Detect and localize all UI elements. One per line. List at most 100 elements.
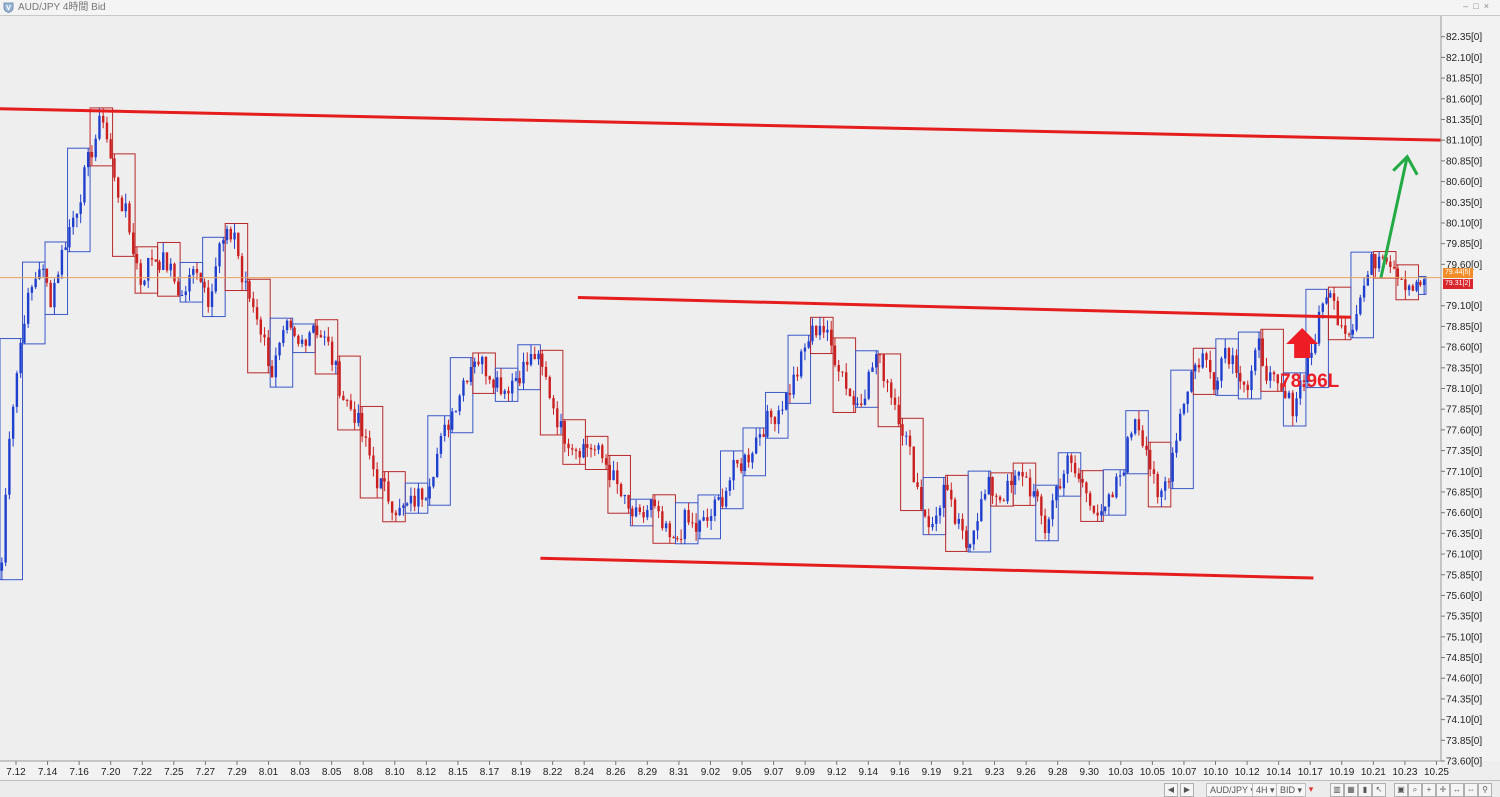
price-tag-bid: 79.31[2] [1443, 279, 1473, 289]
time-axis[interactable] [0, 761, 1441, 780]
chart-type-icon[interactable]: ▥ [1330, 783, 1344, 797]
candle-body [612, 470, 615, 481]
y-tick-label: 74.35[0] [1446, 694, 1482, 705]
price-side-select[interactable]: BID ▾ [1276, 783, 1307, 797]
candle-body [946, 484, 949, 490]
window-controls[interactable]: –□× [1463, 1, 1494, 11]
candle-body [364, 436, 368, 438]
candle-body [398, 507, 401, 516]
scroll-left-icon[interactable]: ◀ [1164, 783, 1178, 797]
y-tick-label: 78.85[0] [1446, 322, 1482, 333]
candle-body [383, 478, 386, 482]
candle-body [285, 320, 289, 331]
candle-body [207, 287, 210, 307]
x-tick-label: 7.12 [6, 767, 26, 778]
symbol-select[interactable]: AUD/JPY ▾ [1206, 783, 1259, 797]
close-icon[interactable]: × [1483, 1, 1494, 11]
candle-body [863, 398, 867, 405]
cursor-icon[interactable]: ↖ [1372, 783, 1386, 797]
candle-body [574, 449, 578, 451]
candle-body [435, 453, 439, 477]
window-titlebar: AUD/JPY 4時間 Bid –□× [0, 0, 1500, 16]
candle-body [1359, 297, 1362, 315]
daily-range-box [1102, 469, 1127, 516]
daily-range-box [539, 349, 564, 436]
chart-toolbar: ◀ ▶ AUD/JPY ▾ 4H ▾ BID ▾ ▾ ▥ ▦ ▮ ↖ ▣ ⌕ +… [0, 780, 1500, 797]
candle-body [1212, 372, 1216, 390]
candle-body [593, 449, 596, 451]
candle-body [75, 213, 79, 218]
zoom-icon[interactable]: ⌕ [1408, 783, 1422, 797]
trendlines[interactable] [0, 107, 1442, 580]
candle-body [357, 413, 360, 423]
candle-body [11, 406, 15, 439]
candle-body [23, 323, 26, 343]
projection-arrowhead [1392, 154, 1419, 176]
candle-body [1291, 392, 1294, 417]
window-title: AUD/JPY 4時間 Bid [18, 2, 106, 13]
save-icon[interactable]: ▣ [1394, 783, 1408, 797]
expand-icon[interactable]: ↔ [1450, 783, 1464, 797]
candle-body [1028, 477, 1032, 497]
candle-body [1265, 365, 1268, 381]
y-tick-label: 73.60[0] [1446, 757, 1482, 768]
range-boxes [0, 107, 1427, 581]
candle-body [113, 158, 116, 178]
y-tick-label: 82.10[0] [1446, 53, 1482, 64]
price-chart[interactable]: 78.96L 82.35[0]82.10[0]81.85[0]81.60[0]8… [0, 0, 1500, 780]
candle-body [15, 373, 19, 407]
candle-body [1081, 478, 1084, 483]
x-tick-label: 8.26 [606, 767, 626, 778]
daily-range-box [224, 222, 249, 292]
y-tick-label: 76.35[0] [1446, 529, 1482, 540]
maximize-icon[interactable]: □ [1473, 1, 1484, 11]
candle-body [766, 410, 769, 437]
candle-body [177, 281, 180, 296]
pin-icon[interactable]: ▾ [1308, 784, 1314, 794]
candle-body [1407, 285, 1411, 291]
daily-range-box [44, 241, 69, 315]
candle-body [848, 388, 852, 397]
y-tick-label: 75.10[0] [1446, 632, 1482, 643]
candle-body [953, 499, 957, 524]
price-axis[interactable] [1441, 16, 1500, 761]
x-tick-label: 7.22 [133, 767, 153, 778]
candle-body [1325, 297, 1328, 304]
candle-body [601, 445, 604, 459]
candle-body [1209, 359, 1212, 373]
candle-body [409, 495, 413, 504]
x-tick-label: 8.10 [385, 767, 405, 778]
x-tick-label: 7.27 [196, 767, 216, 778]
scroll-right-icon[interactable]: ▶ [1180, 783, 1194, 797]
candle-body [342, 395, 345, 401]
y-tick-label: 80.60[0] [1446, 177, 1482, 188]
plot-area[interactable] [0, 16, 1441, 761]
crosshair-icon[interactable]: + [1422, 783, 1436, 797]
candle-body [101, 115, 105, 123]
candle-body [1036, 491, 1039, 497]
candle-body [691, 522, 694, 524]
magnify-icon[interactable]: ⚲ [1478, 783, 1492, 797]
candle-body [289, 320, 293, 328]
projection-arrow [1379, 154, 1419, 278]
minimize-icon[interactable]: – [1463, 1, 1474, 11]
candle-body [237, 232, 240, 257]
candle-body [428, 486, 431, 499]
grid-icon[interactable]: ▦ [1344, 783, 1358, 797]
candle-body [330, 341, 334, 365]
candle-body [0, 562, 4, 571]
candle-body [252, 298, 255, 308]
candle-body [871, 367, 874, 372]
app-shield-icon [3, 2, 14, 13]
candle-icon[interactable]: ▮ [1358, 783, 1372, 797]
x-tick-label: 9.28 [1048, 767, 1068, 778]
candle-body [702, 517, 705, 521]
timeframe-select[interactable]: 4H ▾ [1252, 783, 1279, 797]
fit-icon[interactable]: ⇔ [1464, 783, 1478, 797]
x-tick-label: 10.23 [1392, 767, 1417, 778]
candle-body [1077, 473, 1081, 479]
candle-body [976, 521, 979, 531]
candle-body [586, 444, 589, 448]
move-icon[interactable]: ✛ [1436, 783, 1450, 797]
candle-body [537, 353, 540, 360]
